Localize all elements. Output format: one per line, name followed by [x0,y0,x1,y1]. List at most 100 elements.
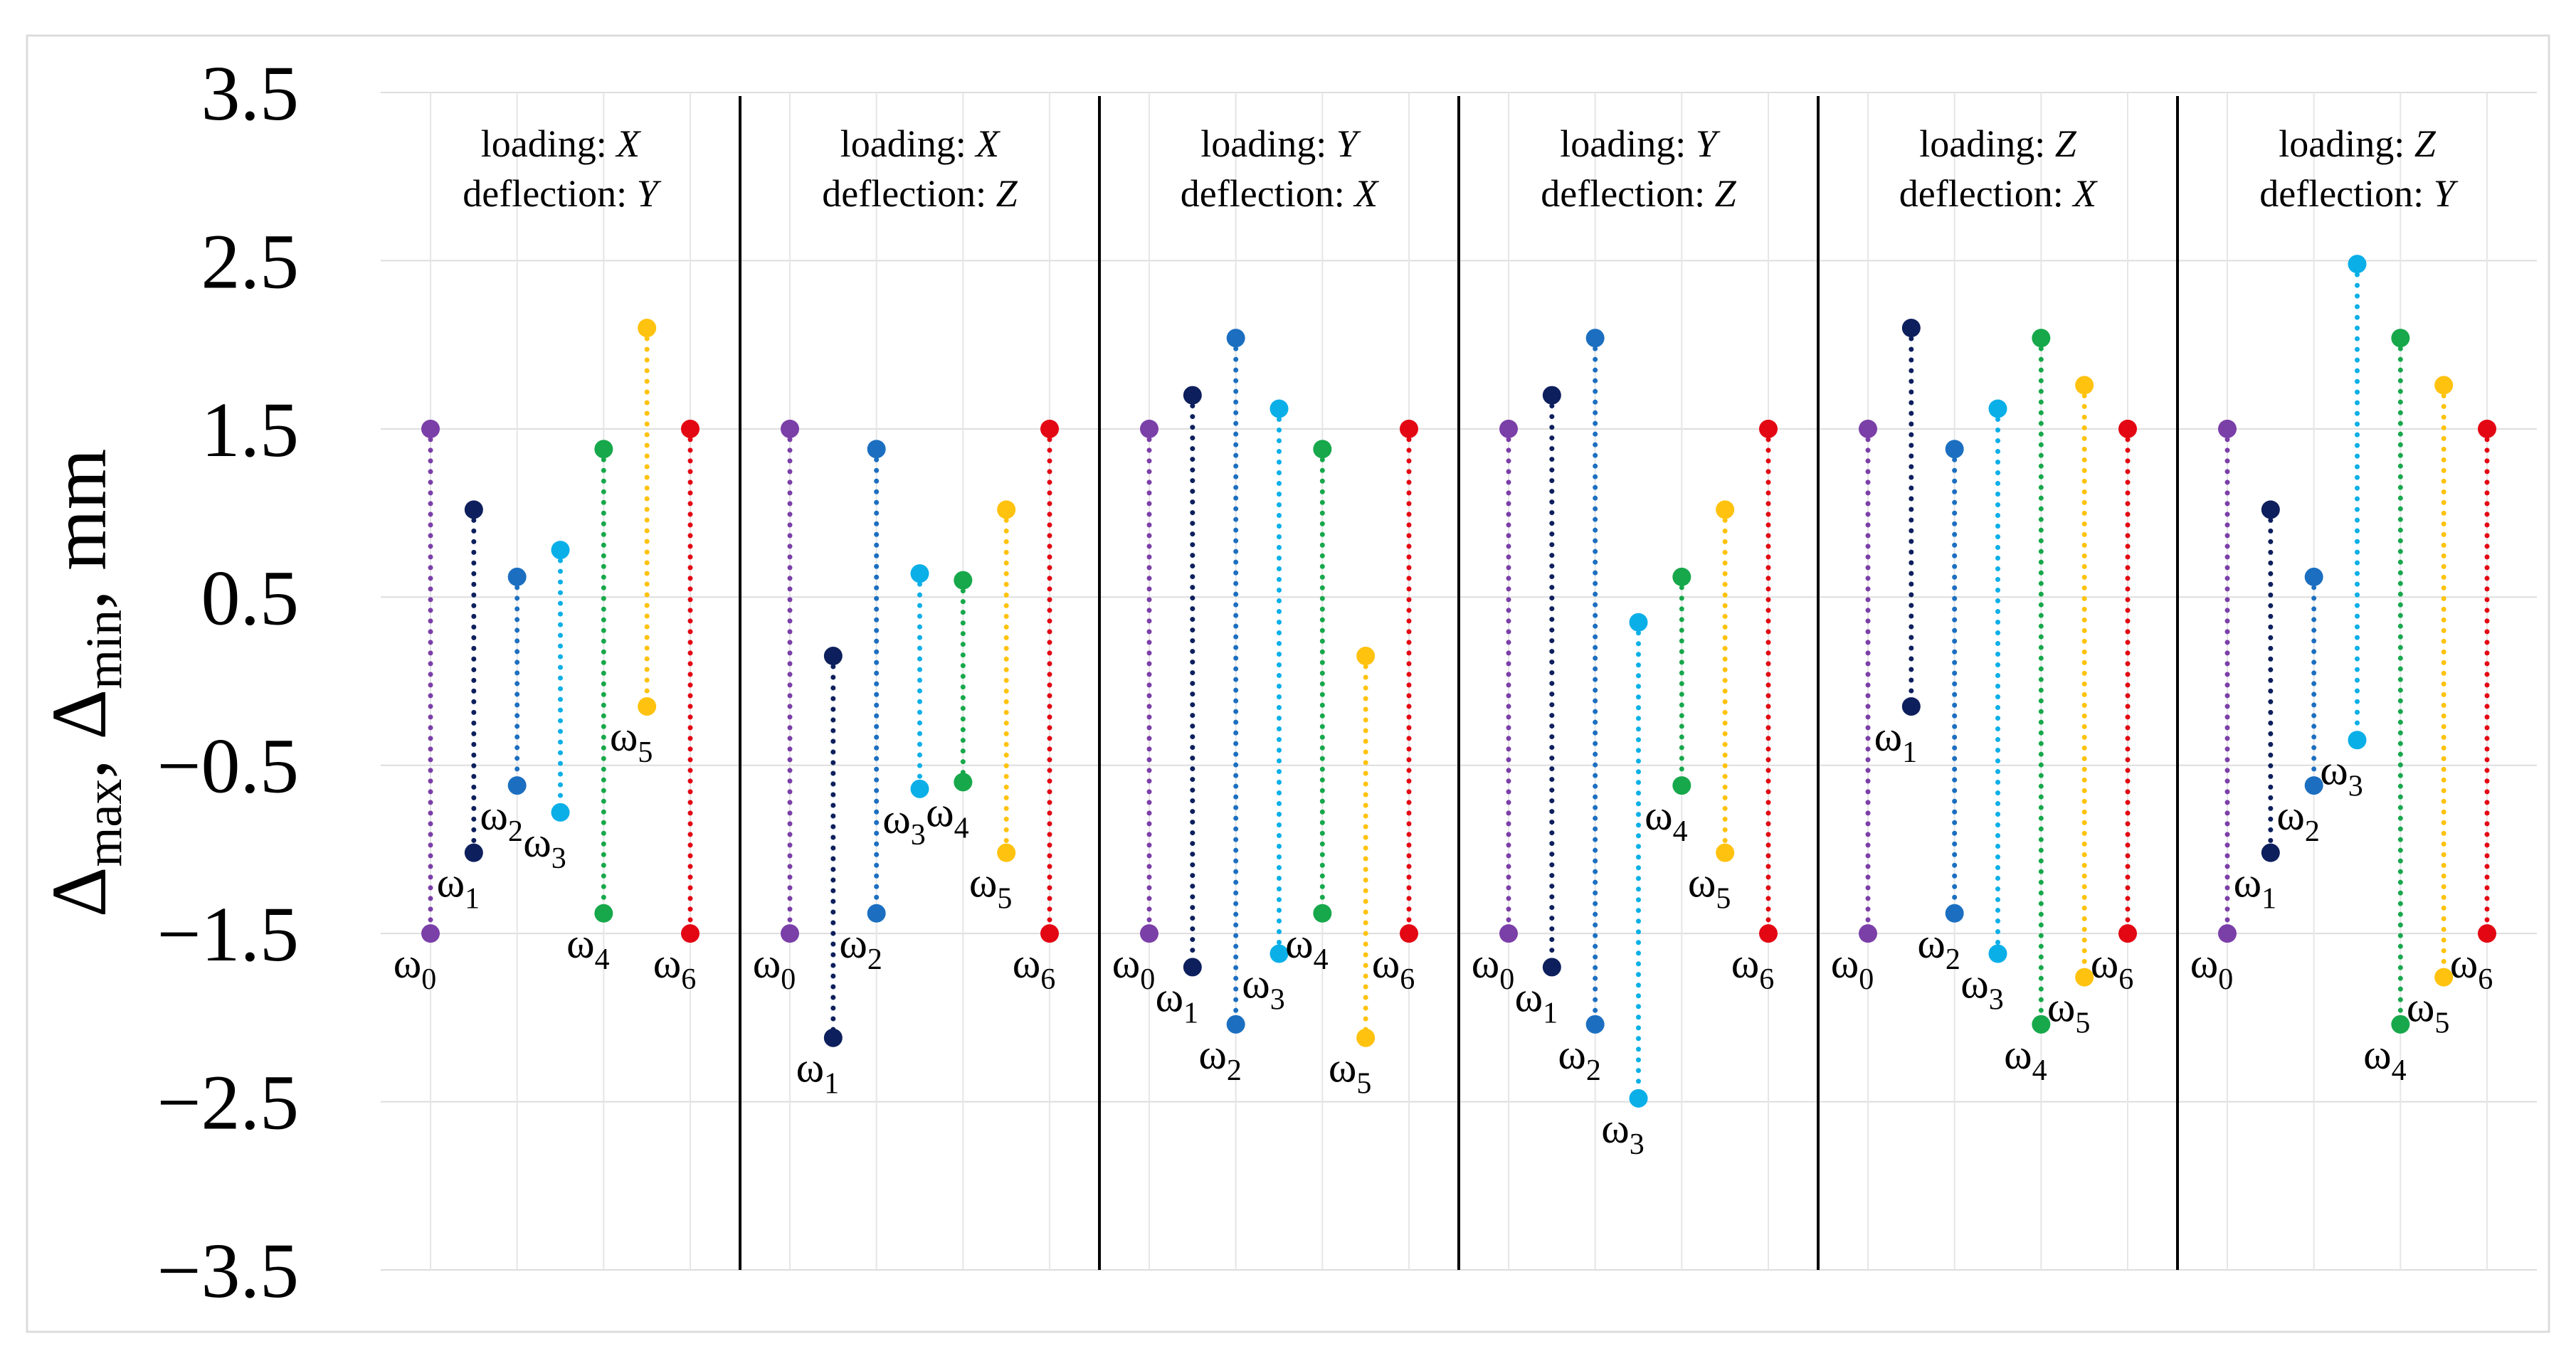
mode-label: ω6 [2091,940,2134,996]
max-point [2075,376,2094,395]
min-point [1356,1028,1376,1047]
min-point [2261,843,2280,862]
panel-label-loading: loading: X [840,122,1001,165]
mode-label: ω1 [1874,713,1918,769]
max-point [2032,329,2051,348]
mode-label: ω2 [839,920,882,976]
max-point [2348,255,2367,274]
mode-label: ω5 [2047,984,2091,1040]
max-point [421,419,440,438]
min-point [1400,924,1418,943]
mode-label: ω4 [2004,1031,2047,1087]
max-point [681,419,700,438]
min-point [1499,924,1518,943]
min-point [1542,958,1561,977]
mode-label: ω0 [753,940,796,996]
mode-label: ω5 [969,859,1013,916]
max-point [594,440,613,459]
panel-label-loading: loading: Y [1200,122,1361,165]
mode-label: ω4 [2363,1031,2407,1087]
min-point [421,924,440,943]
min-point [1672,776,1691,795]
mode-label: ω4 [1645,792,1688,848]
mode-label: ω6 [1013,940,1056,996]
y-axis-label-group: Δmax, Δmin, mm [36,449,132,918]
y-tick-label: −1.5 [157,891,299,978]
mode-label: ω0 [2190,940,2234,996]
mode-label: ω2 [1558,1031,1601,1087]
min-point [1716,843,1735,862]
panel-label-deflection: deflection: Z [822,172,1018,215]
min-point [867,904,886,923]
mode-label: ω3 [1601,1105,1645,1161]
max-point [2478,419,2496,438]
min-point [594,904,613,923]
y-tick-label: −3.5 [157,1227,299,1314]
mode-label: ω1 [437,859,480,916]
min-point [1269,944,1289,963]
figure-border [26,34,2550,1333]
mode-label: ω0 [1112,940,1156,996]
mode-label: ω1 [1156,973,1199,1029]
y-tick-labels: 3.5 2.5 1.5 0.5 −0.5 −1.5 −2.5 −3.5 [157,50,299,1314]
mode-label: ω3 [1242,960,1285,1017]
max-point [1672,567,1691,586]
mode-label: ω4 [566,920,610,976]
max-point [464,500,483,519]
mode-label: ω2 [1917,920,1960,976]
panel-label-deflection: deflection: X [1899,172,2098,215]
max-point [1499,419,1518,438]
min-point [1585,1015,1605,1034]
mode-label: ω3 [1960,960,2004,1017]
max-point [1040,419,1059,438]
y-tick-label: −2.5 [157,1059,299,1146]
mode-label: ω1 [796,1044,840,1101]
y-tick-label: 1.5 [201,386,300,473]
min-point [2118,924,2137,943]
mode-label: ω4 [926,788,969,844]
mode-label: ω3 [2320,746,2363,803]
min-point [997,843,1016,862]
panel-label-deflection: deflection: Y [463,172,661,215]
panel-label-loading: loading: X [481,122,641,165]
mode-label: ω5 [2407,984,2450,1040]
max-point [551,541,570,560]
min-point [638,696,657,716]
max-point [2391,329,2410,348]
min-point [2075,968,2094,987]
mode-label: ω3 [523,819,566,875]
max-point [1759,419,1778,438]
min-point [2032,1015,2051,1034]
mode-label: ω5 [610,713,653,769]
y-axis-label: Δmax, Δmin, mm [36,449,132,918]
mode-label: ω6 [653,940,697,996]
max-point [2261,500,2280,519]
max-point [1269,399,1289,418]
panel-label-loading: loading: Z [2279,122,2436,165]
min-point [1629,1088,1648,1108]
max-point [2304,567,2323,586]
max-point [1859,419,1877,438]
y-tick-label: 2.5 [201,218,300,304]
max-point [1988,399,2007,418]
min-point [681,924,700,943]
mode-label: ω1 [1515,973,1558,1029]
mode-label: ω2 [480,792,523,848]
max-point [638,319,657,337]
max-point [997,500,1016,519]
mode-label: ω6 [1372,940,1415,996]
min-point [1901,696,1921,716]
panel-label-deflection: deflection: Z [1541,172,1736,215]
max-point [1400,419,1418,438]
min-point [910,779,929,798]
min-point [551,803,570,822]
panel-labels: loading: X deflection: Y loading: X deflect… [463,122,2458,215]
min-point [464,843,483,862]
min-point [2434,968,2454,987]
max-point [910,564,929,583]
min-point [507,776,527,795]
min-point [1945,904,1964,923]
max-point [2118,419,2137,438]
min-point [1140,924,1158,943]
